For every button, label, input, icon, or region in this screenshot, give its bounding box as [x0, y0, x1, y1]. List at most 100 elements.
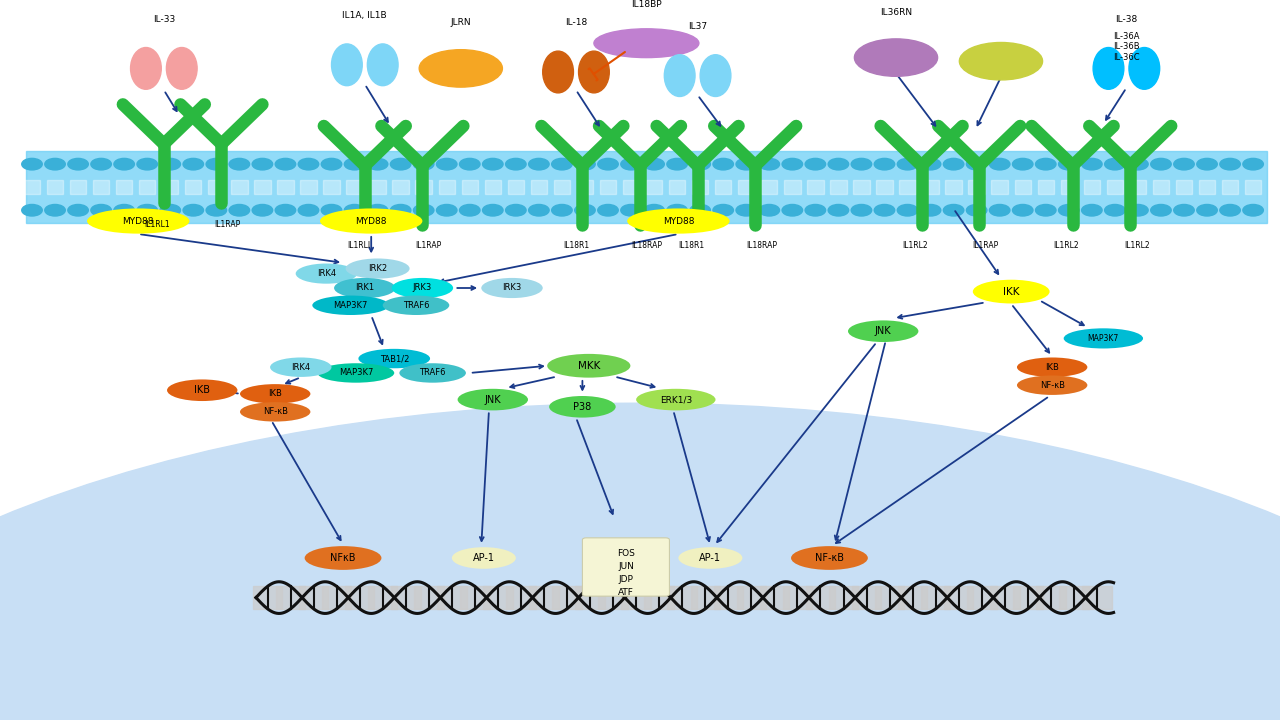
Circle shape [851, 158, 872, 170]
Text: JUN: JUN [618, 562, 634, 570]
Circle shape [966, 158, 987, 170]
Circle shape [805, 158, 826, 170]
FancyBboxPatch shape [324, 180, 339, 194]
FancyBboxPatch shape [413, 586, 444, 609]
Circle shape [1012, 158, 1033, 170]
Ellipse shape [458, 389, 529, 410]
Circle shape [436, 158, 457, 170]
FancyBboxPatch shape [232, 180, 247, 194]
Circle shape [275, 158, 296, 170]
FancyBboxPatch shape [1130, 180, 1146, 194]
FancyBboxPatch shape [163, 180, 178, 194]
Circle shape [759, 158, 780, 170]
Circle shape [667, 204, 687, 216]
FancyBboxPatch shape [759, 586, 790, 609]
Text: JNK: JNK [485, 395, 500, 405]
FancyBboxPatch shape [347, 180, 362, 194]
Circle shape [1105, 204, 1125, 216]
Circle shape [1128, 204, 1148, 216]
Circle shape [644, 158, 664, 170]
FancyBboxPatch shape [808, 180, 823, 194]
Circle shape [1128, 158, 1148, 170]
Circle shape [114, 204, 134, 216]
Circle shape [367, 204, 388, 216]
FancyBboxPatch shape [436, 586, 467, 609]
Circle shape [1105, 158, 1125, 170]
Circle shape [828, 204, 849, 216]
Circle shape [529, 204, 549, 216]
FancyBboxPatch shape [690, 586, 721, 609]
FancyBboxPatch shape [47, 180, 63, 194]
Text: TAB1/2: TAB1/2 [380, 354, 408, 363]
Ellipse shape [1064, 328, 1143, 348]
Text: IL-18: IL-18 [564, 18, 588, 27]
FancyBboxPatch shape [736, 586, 767, 609]
FancyBboxPatch shape [416, 180, 431, 194]
Text: IL-36A
IL-36B
IL-36C: IL-36A IL-36B IL-36C [1114, 32, 1140, 62]
Ellipse shape [700, 55, 731, 96]
Ellipse shape [241, 402, 310, 422]
FancyBboxPatch shape [298, 586, 329, 609]
Ellipse shape [296, 264, 357, 284]
Ellipse shape [399, 363, 466, 383]
Circle shape [252, 204, 273, 216]
Ellipse shape [1129, 48, 1160, 89]
Circle shape [344, 158, 365, 170]
Circle shape [713, 204, 733, 216]
Text: JRK3: JRK3 [412, 284, 433, 292]
FancyBboxPatch shape [992, 180, 1007, 194]
Circle shape [321, 204, 342, 216]
Circle shape [1059, 204, 1079, 216]
FancyBboxPatch shape [321, 586, 352, 609]
FancyBboxPatch shape [1038, 180, 1053, 194]
FancyBboxPatch shape [582, 538, 669, 596]
Circle shape [275, 204, 296, 216]
Circle shape [1197, 158, 1217, 170]
Ellipse shape [346, 258, 410, 279]
Circle shape [989, 158, 1010, 170]
Ellipse shape [131, 48, 161, 89]
Text: NF-κB: NF-κB [262, 408, 288, 416]
Ellipse shape [419, 50, 502, 87]
FancyBboxPatch shape [1199, 180, 1215, 194]
FancyBboxPatch shape [966, 586, 997, 609]
Ellipse shape [392, 278, 453, 298]
FancyBboxPatch shape [140, 180, 155, 194]
FancyBboxPatch shape [485, 180, 500, 194]
Circle shape [91, 158, 111, 170]
Circle shape [828, 158, 849, 170]
FancyBboxPatch shape [186, 180, 201, 194]
FancyBboxPatch shape [831, 180, 846, 194]
Text: IL1RL2: IL1RL2 [1053, 241, 1079, 250]
FancyBboxPatch shape [1082, 586, 1112, 609]
Ellipse shape [367, 44, 398, 86]
FancyBboxPatch shape [739, 180, 754, 194]
Circle shape [252, 158, 273, 170]
Ellipse shape [358, 348, 430, 369]
Circle shape [621, 158, 641, 170]
Circle shape [22, 158, 42, 170]
Circle shape [598, 158, 618, 170]
Circle shape [621, 204, 641, 216]
FancyBboxPatch shape [946, 180, 961, 194]
FancyBboxPatch shape [989, 586, 1020, 609]
FancyBboxPatch shape [782, 586, 813, 609]
Text: TRAF6: TRAF6 [420, 369, 445, 377]
Text: IL1RL2: IL1RL2 [902, 241, 928, 250]
FancyBboxPatch shape [1015, 180, 1030, 194]
Text: IKK: IKK [1004, 287, 1019, 297]
Circle shape [436, 204, 457, 216]
FancyBboxPatch shape [877, 180, 892, 194]
Circle shape [1243, 158, 1263, 170]
Text: JDP: JDP [618, 575, 634, 583]
Ellipse shape [1093, 48, 1124, 89]
Circle shape [506, 204, 526, 216]
Circle shape [552, 204, 572, 216]
Ellipse shape [270, 357, 332, 377]
Ellipse shape [166, 48, 197, 89]
FancyBboxPatch shape [598, 586, 628, 609]
Ellipse shape [636, 389, 716, 410]
FancyBboxPatch shape [669, 180, 685, 194]
FancyBboxPatch shape [667, 586, 698, 609]
FancyBboxPatch shape [575, 586, 605, 609]
